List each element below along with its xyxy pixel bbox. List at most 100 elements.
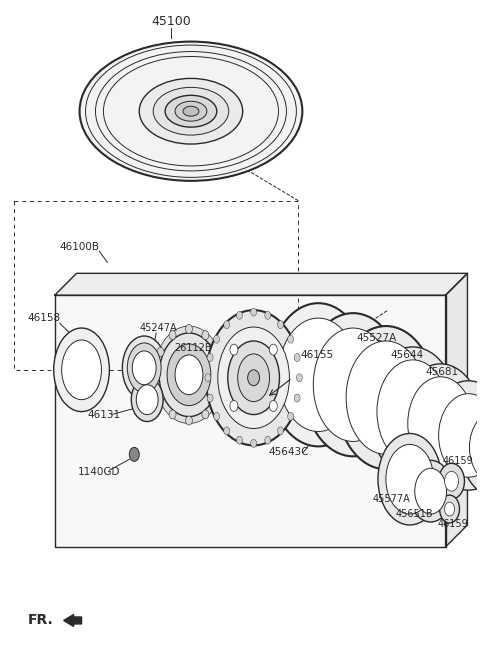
Ellipse shape bbox=[409, 460, 453, 522]
Ellipse shape bbox=[132, 351, 156, 384]
Ellipse shape bbox=[202, 410, 209, 419]
Ellipse shape bbox=[439, 463, 465, 499]
Text: 45643C: 45643C bbox=[268, 448, 309, 458]
Ellipse shape bbox=[440, 495, 459, 523]
Ellipse shape bbox=[207, 354, 213, 362]
Ellipse shape bbox=[336, 326, 436, 469]
Ellipse shape bbox=[206, 310, 301, 446]
Ellipse shape bbox=[218, 370, 225, 379]
Ellipse shape bbox=[439, 394, 480, 477]
Ellipse shape bbox=[157, 393, 164, 402]
Ellipse shape bbox=[408, 377, 473, 470]
Ellipse shape bbox=[122, 336, 166, 400]
Ellipse shape bbox=[288, 336, 294, 343]
Ellipse shape bbox=[265, 436, 271, 444]
Ellipse shape bbox=[269, 401, 277, 411]
Ellipse shape bbox=[296, 374, 302, 382]
Ellipse shape bbox=[175, 355, 203, 395]
Ellipse shape bbox=[469, 411, 480, 484]
Text: 45100: 45100 bbox=[151, 15, 191, 28]
Ellipse shape bbox=[80, 42, 302, 181]
Ellipse shape bbox=[169, 410, 176, 419]
Ellipse shape bbox=[207, 394, 213, 402]
Ellipse shape bbox=[165, 95, 217, 127]
Ellipse shape bbox=[268, 303, 368, 446]
Polygon shape bbox=[55, 273, 468, 295]
Ellipse shape bbox=[214, 393, 221, 402]
Ellipse shape bbox=[265, 311, 271, 319]
Ellipse shape bbox=[167, 344, 211, 405]
Text: 45681: 45681 bbox=[426, 367, 459, 377]
Ellipse shape bbox=[214, 348, 221, 356]
Ellipse shape bbox=[251, 308, 257, 316]
Ellipse shape bbox=[185, 325, 192, 333]
Text: 45247A: 45247A bbox=[139, 323, 177, 333]
Ellipse shape bbox=[153, 370, 160, 379]
Text: 26112B: 26112B bbox=[174, 343, 212, 353]
Ellipse shape bbox=[183, 106, 199, 116]
Text: FR.: FR. bbox=[28, 613, 54, 627]
Text: 45644: 45644 bbox=[391, 350, 424, 360]
Ellipse shape bbox=[444, 502, 455, 516]
Ellipse shape bbox=[399, 364, 480, 483]
Ellipse shape bbox=[251, 440, 257, 448]
Ellipse shape bbox=[346, 341, 426, 454]
Ellipse shape bbox=[228, 341, 279, 415]
Ellipse shape bbox=[136, 384, 158, 415]
Text: 46159: 46159 bbox=[438, 519, 468, 529]
Ellipse shape bbox=[224, 321, 230, 329]
Text: 46155: 46155 bbox=[300, 350, 334, 360]
Ellipse shape bbox=[127, 343, 161, 393]
Ellipse shape bbox=[313, 328, 393, 442]
Ellipse shape bbox=[269, 344, 277, 355]
Ellipse shape bbox=[218, 327, 289, 429]
Ellipse shape bbox=[224, 427, 230, 435]
Ellipse shape bbox=[368, 347, 457, 476]
Text: 45577A: 45577A bbox=[373, 494, 411, 504]
Ellipse shape bbox=[238, 354, 270, 402]
Ellipse shape bbox=[303, 313, 403, 456]
Ellipse shape bbox=[248, 370, 260, 386]
Ellipse shape bbox=[430, 380, 480, 490]
Ellipse shape bbox=[294, 394, 300, 402]
Ellipse shape bbox=[278, 318, 358, 431]
Ellipse shape bbox=[169, 331, 176, 340]
Ellipse shape bbox=[378, 433, 442, 525]
Ellipse shape bbox=[277, 321, 284, 329]
Ellipse shape bbox=[61, 340, 101, 400]
Ellipse shape bbox=[129, 448, 139, 462]
Ellipse shape bbox=[294, 354, 300, 362]
Ellipse shape bbox=[54, 328, 109, 411]
Ellipse shape bbox=[153, 87, 229, 135]
Ellipse shape bbox=[214, 336, 219, 343]
Text: 46100B: 46100B bbox=[60, 242, 100, 252]
Ellipse shape bbox=[185, 416, 192, 425]
Ellipse shape bbox=[230, 401, 238, 411]
Ellipse shape bbox=[237, 436, 242, 444]
Text: 46158: 46158 bbox=[28, 313, 61, 323]
FancyArrow shape bbox=[64, 615, 82, 627]
Text: 45527A: 45527A bbox=[356, 333, 396, 343]
Ellipse shape bbox=[132, 378, 163, 421]
Ellipse shape bbox=[460, 398, 480, 497]
Ellipse shape bbox=[415, 468, 446, 514]
Text: 46131: 46131 bbox=[87, 409, 120, 419]
Text: 1140GD: 1140GD bbox=[78, 467, 120, 477]
Ellipse shape bbox=[214, 413, 219, 420]
Ellipse shape bbox=[202, 331, 209, 340]
Ellipse shape bbox=[205, 374, 211, 382]
Ellipse shape bbox=[139, 79, 243, 144]
Ellipse shape bbox=[444, 471, 458, 491]
Ellipse shape bbox=[277, 427, 284, 435]
Ellipse shape bbox=[230, 344, 238, 355]
Ellipse shape bbox=[175, 101, 207, 121]
Ellipse shape bbox=[157, 348, 164, 356]
Text: 46159: 46159 bbox=[443, 456, 473, 466]
Ellipse shape bbox=[237, 311, 242, 319]
Ellipse shape bbox=[159, 333, 219, 417]
Text: 45651B: 45651B bbox=[396, 509, 433, 519]
Ellipse shape bbox=[377, 360, 448, 463]
Ellipse shape bbox=[386, 444, 433, 514]
Polygon shape bbox=[55, 295, 445, 547]
Polygon shape bbox=[445, 273, 468, 547]
